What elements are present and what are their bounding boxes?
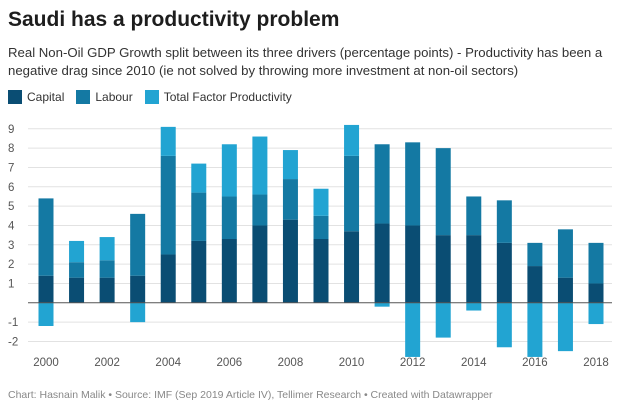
x-tick-label: 2016 xyxy=(522,357,548,369)
bar-capital-2012 xyxy=(405,225,421,303)
y-tick-label: 5 xyxy=(8,201,14,213)
bar-labour-2013 xyxy=(435,148,451,236)
y-tick-label: 6 xyxy=(8,182,14,194)
bar-labour-2017 xyxy=(557,229,573,278)
bar-labour-2000 xyxy=(38,198,54,276)
bar-capital-2004 xyxy=(160,254,176,303)
legend-item-tfp: Total Factor Productivity xyxy=(144,90,292,104)
bar-capital-2008 xyxy=(282,219,298,303)
bar-capital-2000 xyxy=(38,275,54,303)
x-tick-label: 2010 xyxy=(339,357,365,369)
bar-layer xyxy=(38,124,604,357)
x-tick-label: 2014 xyxy=(461,357,487,369)
legend-swatch-tfp xyxy=(144,90,159,104)
bar-labour-2014 xyxy=(466,196,482,236)
bar-labour-2012 xyxy=(405,142,421,226)
bar-total-factor-productivity-2006 xyxy=(221,144,237,197)
y-tick-label: -2 xyxy=(8,336,18,348)
bar-capital-2006 xyxy=(221,239,237,303)
x-tick-label: 2004 xyxy=(155,357,181,369)
legend-swatch-capital xyxy=(8,90,22,104)
bar-labour-2001 xyxy=(69,262,85,278)
legend-label-capital: Capital xyxy=(27,90,65,104)
bar-labour-2011 xyxy=(374,144,390,224)
chart-subtitle: Real Non-Oil GDP Growth split between it… xyxy=(8,45,603,78)
y-tick-label: -1 xyxy=(8,317,18,329)
legend-swatch-labour xyxy=(76,90,91,104)
footer-credit: Chart: Hasnain Malik • Source: IMF (Sep … xyxy=(8,389,493,401)
bar-total-factor-productivity-2012 xyxy=(405,302,421,357)
bar-capital-2005 xyxy=(191,240,207,303)
bar-labour-2002 xyxy=(99,260,115,278)
bar-labour-2003 xyxy=(130,213,146,276)
bar-capital-2018 xyxy=(588,283,604,303)
bar-labour-2008 xyxy=(282,179,298,220)
bar-labour-2010 xyxy=(344,155,360,232)
legend-label-tfp: Total Factor Productivity xyxy=(163,90,292,104)
bar-capital-2007 xyxy=(252,225,268,303)
y-tick-label: 7 xyxy=(8,162,14,174)
bar-capital-2002 xyxy=(99,277,115,303)
bar-total-factor-productivity-2018 xyxy=(588,302,604,325)
bar-total-factor-productivity-2013 xyxy=(435,302,451,338)
bar-total-factor-productivity-2004 xyxy=(160,126,176,156)
bar-total-factor-productivity-2007 xyxy=(252,136,268,195)
bar-total-factor-productivity-2011 xyxy=(374,302,390,307)
stacked-bar-chart: -2 -1 1 2 3 4 5 6 7 8 9 2000 2002 2004 2006 2008 2010 201… xyxy=(8,124,612,369)
y-tick-label: 9 xyxy=(8,124,14,136)
legend-item-capital: Capital xyxy=(8,90,64,104)
x-tick-label: 2002 xyxy=(94,357,120,369)
x-tick-label: 2018 xyxy=(583,357,609,369)
bar-total-factor-productivity-2017 xyxy=(557,302,573,352)
axis-layer: -2 -1 1 2 3 4 5 6 7 8 9 2000 2002 2004 2006 2008 2010 201… xyxy=(8,124,612,369)
bar-total-factor-productivity-2014 xyxy=(466,302,482,311)
bar-capital-2013 xyxy=(435,235,451,303)
bar-total-factor-productivity-2009 xyxy=(313,188,329,216)
bar-total-factor-productivity-2010 xyxy=(344,124,360,156)
bar-total-factor-productivity-2008 xyxy=(282,150,298,180)
y-tick-label: 4 xyxy=(8,220,15,232)
y-tick-label: 2 xyxy=(8,259,14,271)
x-tick-label: 2012 xyxy=(400,357,426,369)
bar-labour-2018 xyxy=(588,242,604,284)
bar-capital-2015 xyxy=(496,242,512,303)
bar-total-factor-productivity-2005 xyxy=(191,163,207,193)
bar-capital-2017 xyxy=(557,277,573,303)
chart-title: Saudi has a productivity problem xyxy=(8,8,340,31)
bar-total-factor-productivity-2015 xyxy=(496,302,512,348)
y-tick-label: 1 xyxy=(8,278,14,290)
bar-total-factor-productivity-2003 xyxy=(130,302,146,323)
bar-capital-2014 xyxy=(466,235,482,303)
bar-total-factor-productivity-2016 xyxy=(527,302,543,357)
bar-labour-2007 xyxy=(252,194,268,226)
bar-labour-2016 xyxy=(527,242,543,267)
bar-capital-2016 xyxy=(527,266,543,303)
bar-labour-2006 xyxy=(221,196,237,239)
legend-item-labour: Labour xyxy=(76,90,133,104)
y-tick-label: 3 xyxy=(8,240,14,252)
x-tick-label: 2006 xyxy=(217,357,243,369)
x-tick-label: 2008 xyxy=(278,357,304,369)
bar-capital-2009 xyxy=(313,239,329,303)
bar-capital-2001 xyxy=(69,277,85,303)
bar-labour-2009 xyxy=(313,215,329,239)
bar-labour-2004 xyxy=(160,155,176,255)
bar-capital-2011 xyxy=(374,223,390,303)
bar-labour-2015 xyxy=(496,200,512,243)
x-tick-label: 2000 xyxy=(33,357,59,369)
legend: Capital Labour Total Factor Productivity xyxy=(8,90,292,104)
y-tick-label: 8 xyxy=(8,143,14,155)
bar-total-factor-productivity-2000 xyxy=(38,302,54,326)
bar-capital-2010 xyxy=(344,231,360,303)
bar-capital-2003 xyxy=(130,275,146,303)
bar-total-factor-productivity-2002 xyxy=(99,237,115,261)
bar-labour-2005 xyxy=(191,192,207,241)
legend-label-labour: Labour xyxy=(95,90,133,104)
bar-total-factor-productivity-2001 xyxy=(69,240,85,263)
